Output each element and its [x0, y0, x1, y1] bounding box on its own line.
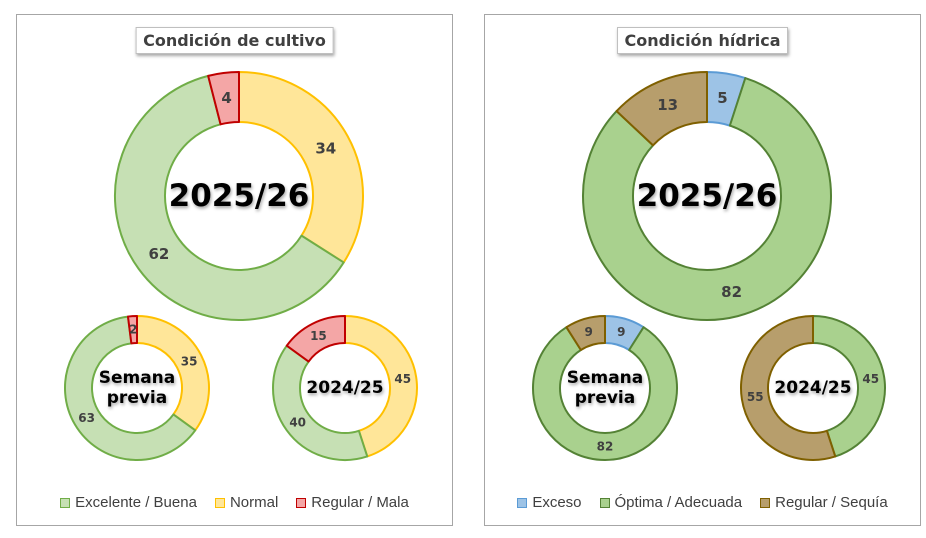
center-label-2025-26: 2025/26	[169, 178, 310, 214]
crop-condition-panel: 34 62 4 2025/26 35 63 2 Semana previa 45 40 15 2024/…	[16, 14, 453, 526]
water-condition-title: Condición hídrica	[616, 27, 789, 54]
center-label-2024-25: 2024/25	[306, 378, 383, 398]
value-label-semana-previa-exceso: 9	[617, 325, 625, 339]
water-condition-donuts: 5 82 13 2025/26 9 82 9 Semana previa 45 55 2024/25	[532, 71, 886, 461]
value-label-2025-26-exceso: 5	[717, 89, 727, 107]
slice-semana-previa-regular-mala	[126, 315, 138, 345]
value-label-semana-previa-excelente-buena: 63	[78, 411, 95, 425]
value-label-2024-25-optima-adecuada: 45	[862, 372, 879, 386]
value-label-2025-26-optima-adecuada: 82	[721, 283, 742, 301]
slice-semana-previa-excelente-buena	[64, 315, 197, 461]
legend-label: Normal	[229, 494, 279, 511]
slice-2024-25-regular-sequia	[740, 315, 837, 461]
legend-item-regular-mala: Regular / Mala	[296, 494, 409, 511]
center-label-line: 2024/25	[774, 378, 851, 398]
center-label-line: 2024/25	[306, 378, 383, 398]
legend-swatch	[517, 497, 528, 508]
crop-condition-title: Condición de cultivo	[135, 27, 334, 54]
legend-label: Regular / Mala	[311, 494, 409, 511]
legend-label: Excelente / Buena	[75, 494, 197, 511]
center-label-line: Semana	[567, 368, 644, 388]
crop-condition-legend: Excelente / Buena Normal Regular / Mala	[17, 494, 452, 511]
slice-2024-25-optima-adecuada	[812, 315, 886, 458]
value-label-2025-26-regular-mala: 4	[221, 89, 231, 107]
legend-swatch	[760, 497, 771, 508]
slice-2025-26-regular-sequia	[615, 71, 708, 147]
center-label-2025-26: 2025/26	[637, 178, 778, 214]
center-label-line: 2025/26	[637, 178, 778, 214]
legend-label: Regular / Sequía	[775, 494, 888, 511]
slice-semana-previa-regular-sequia	[565, 315, 606, 352]
value-label-2024-25-excelente-buena: 40	[289, 415, 306, 429]
legend-item-regular-sequia: Regular / Sequía	[760, 494, 888, 511]
slice-2024-25-excelente-buena	[272, 344, 369, 461]
value-label-2024-25-regular-mala: 15	[310, 329, 327, 343]
value-label-2025-26-excelente-buena: 62	[148, 245, 169, 263]
legend-item-excelente-buena: Excelente / Buena	[60, 494, 197, 511]
value-label-semana-previa-normal: 35	[181, 354, 198, 368]
center-label-line: Semana	[99, 368, 176, 388]
legend-swatch	[296, 497, 307, 508]
legend-label: Óptima / Adecuada	[614, 494, 743, 511]
value-label-semana-previa-regular-mala: 2	[129, 323, 137, 337]
center-label-line: previa	[107, 388, 167, 408]
value-label-2025-26-regular-sequia: 13	[657, 96, 678, 114]
slice-2025-26-excelente-buena	[114, 74, 345, 321]
legend-item-normal: Normal	[214, 494, 279, 511]
water-condition-legend: Exceso Óptima / Adecuada Regular / Sequí…	[485, 494, 920, 511]
value-label-semana-previa-optima-adecuada: 82	[597, 440, 614, 454]
legend-item-exceso: Exceso	[517, 494, 582, 511]
value-label-2024-25-normal: 45	[394, 372, 411, 386]
legend-swatch	[599, 497, 610, 508]
slice-2024-25-regular-mala	[285, 315, 346, 363]
slice-2024-25-normal	[344, 315, 418, 458]
center-label-line: 2025/26	[169, 178, 310, 214]
legend-swatch	[214, 497, 225, 508]
center-label-2024-25: 2024/25	[774, 378, 851, 398]
legend-item-optima-adecuada: Óptima / Adecuada	[599, 494, 743, 511]
value-label-2025-26-normal: 34	[315, 139, 336, 157]
water-condition-panel: 5 82 13 2025/26 9 82 9 Semana previa 45 55 2024/25 …	[484, 14, 921, 526]
value-label-2024-25-regular-sequia: 55	[747, 390, 764, 404]
slice-semana-previa-normal	[136, 315, 210, 432]
center-label-line: previa	[575, 388, 635, 408]
slice-2025-26-normal	[238, 71, 364, 264]
slice-2025-26-regular-mala	[207, 71, 240, 126]
crop-condition-donuts: 34 62 4 2025/26 35 63 2 Semana previa 45 40 15 2024/…	[64, 71, 418, 461]
center-label-semana-previa: Semana previa	[567, 368, 644, 408]
center-label-semana-previa: Semana previa	[99, 368, 176, 408]
value-label-semana-previa-regular-sequia: 9	[584, 325, 592, 339]
legend-swatch	[60, 497, 71, 508]
legend-label: Exceso	[532, 494, 582, 511]
slice-semana-previa-optima-adecuada	[532, 326, 678, 461]
